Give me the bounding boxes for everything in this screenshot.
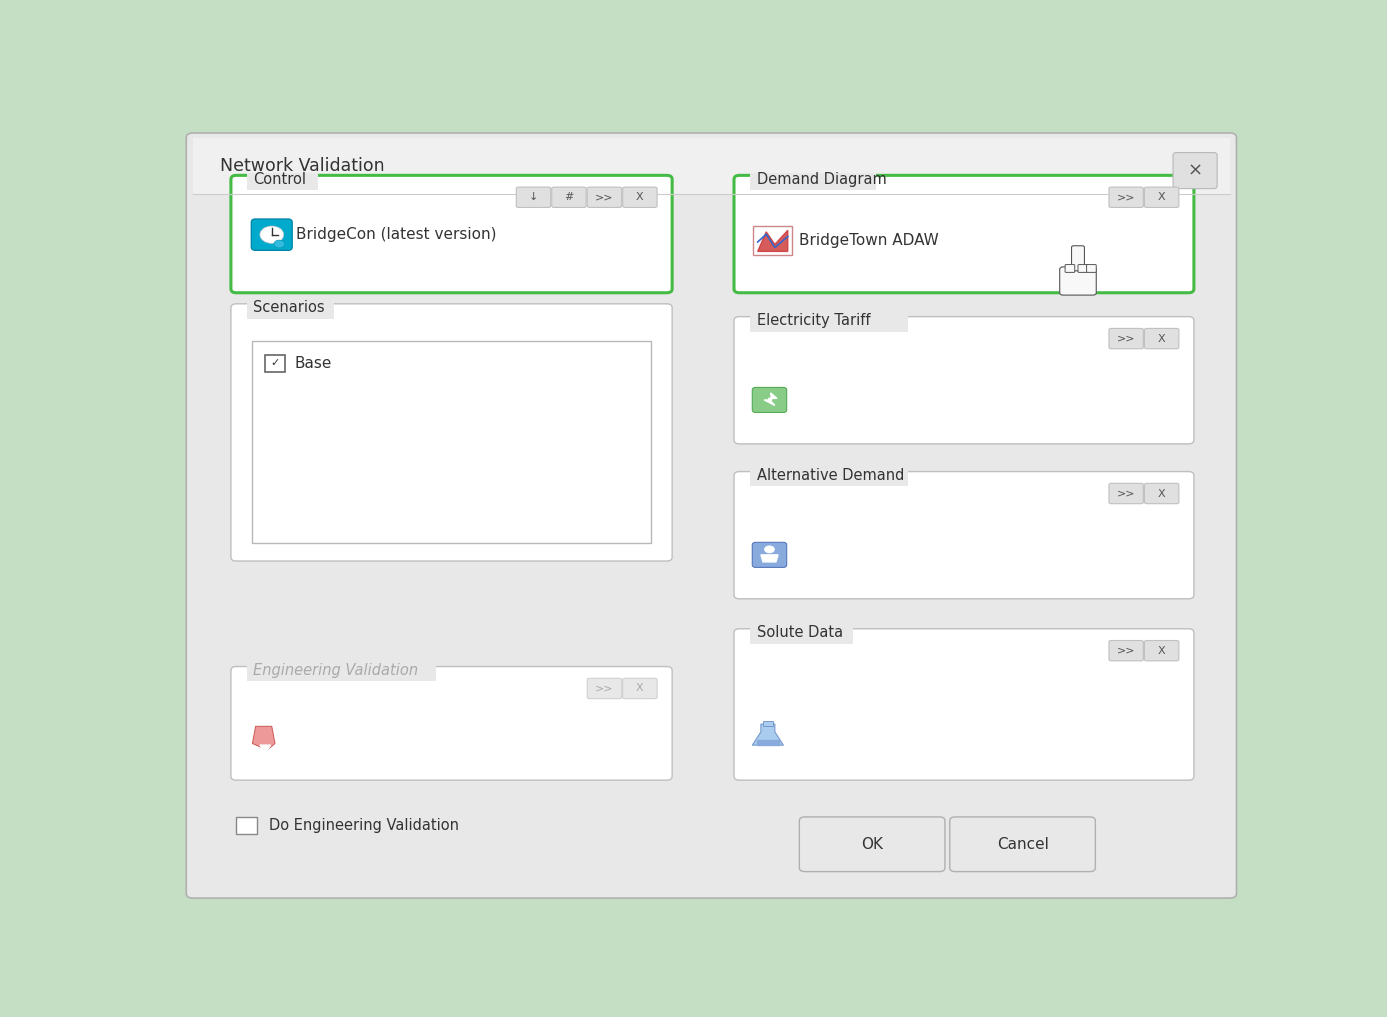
FancyBboxPatch shape <box>734 316 1194 443</box>
Circle shape <box>273 240 284 248</box>
FancyBboxPatch shape <box>1086 264 1096 273</box>
Text: Demand Diagram: Demand Diagram <box>756 172 886 187</box>
FancyBboxPatch shape <box>734 175 1194 293</box>
Text: Alternative Demand: Alternative Demand <box>756 468 904 483</box>
FancyBboxPatch shape <box>623 187 657 207</box>
Text: Solute Data: Solute Data <box>756 625 843 640</box>
Text: Do Engineering Validation: Do Engineering Validation <box>269 819 459 833</box>
Bar <box>750 173 877 190</box>
FancyBboxPatch shape <box>753 226 792 255</box>
Text: OK: OK <box>861 837 884 852</box>
Text: >>: >> <box>1117 192 1136 202</box>
Text: >>: >> <box>1117 488 1136 498</box>
FancyBboxPatch shape <box>752 387 786 413</box>
Bar <box>265 355 284 372</box>
Bar <box>247 173 318 190</box>
FancyBboxPatch shape <box>623 678 657 699</box>
Text: X: X <box>1158 334 1165 344</box>
Text: Network Validation: Network Validation <box>219 157 384 175</box>
Bar <box>236 818 257 834</box>
FancyBboxPatch shape <box>230 175 673 293</box>
Text: BridgeCon (latest version): BridgeCon (latest version) <box>297 227 497 242</box>
Bar <box>750 314 907 332</box>
FancyBboxPatch shape <box>799 817 945 872</box>
Bar <box>247 664 436 681</box>
FancyBboxPatch shape <box>1144 328 1179 349</box>
FancyBboxPatch shape <box>1065 264 1075 273</box>
Bar <box>193 137 1230 194</box>
Polygon shape <box>761 555 778 562</box>
FancyBboxPatch shape <box>1110 483 1143 503</box>
FancyBboxPatch shape <box>734 472 1194 599</box>
Text: X: X <box>637 192 644 202</box>
Polygon shape <box>752 724 784 745</box>
FancyBboxPatch shape <box>1144 483 1179 503</box>
Bar <box>247 301 334 318</box>
FancyBboxPatch shape <box>734 629 1194 780</box>
Text: Scenarios: Scenarios <box>254 300 325 315</box>
FancyBboxPatch shape <box>516 187 551 207</box>
Text: Base: Base <box>294 356 331 371</box>
FancyBboxPatch shape <box>1144 187 1179 207</box>
Text: X: X <box>637 683 644 694</box>
FancyBboxPatch shape <box>251 219 293 250</box>
Bar <box>763 721 773 725</box>
FancyBboxPatch shape <box>1110 187 1143 207</box>
Text: ✓: ✓ <box>270 358 280 368</box>
Circle shape <box>259 226 283 243</box>
Text: ×: × <box>1187 162 1203 180</box>
FancyBboxPatch shape <box>1110 641 1143 661</box>
Bar <box>750 469 907 486</box>
FancyBboxPatch shape <box>752 542 786 567</box>
Polygon shape <box>259 745 270 750</box>
FancyBboxPatch shape <box>950 817 1096 872</box>
FancyBboxPatch shape <box>1060 266 1096 295</box>
Text: Engineering Validation: Engineering Validation <box>254 663 419 678</box>
Text: BridgeTown ADAW: BridgeTown ADAW <box>799 233 938 248</box>
Text: Electricity Tariff: Electricity Tariff <box>756 313 870 328</box>
Text: >>: >> <box>595 683 613 694</box>
Text: >>: >> <box>1117 646 1136 656</box>
Text: >>: >> <box>1117 334 1136 344</box>
Bar <box>252 341 651 543</box>
FancyBboxPatch shape <box>587 678 621 699</box>
Polygon shape <box>757 230 788 251</box>
Polygon shape <box>252 726 275 750</box>
FancyBboxPatch shape <box>587 187 621 207</box>
Text: #: # <box>565 192 574 202</box>
Text: ↓: ↓ <box>528 192 538 202</box>
FancyBboxPatch shape <box>1078 264 1087 273</box>
Text: X: X <box>1158 192 1165 202</box>
FancyBboxPatch shape <box>1110 328 1143 349</box>
Text: X: X <box>1158 488 1165 498</box>
Text: Cancel: Cancel <box>997 837 1049 852</box>
FancyBboxPatch shape <box>230 304 673 561</box>
Text: >>: >> <box>595 192 613 202</box>
Circle shape <box>764 545 775 553</box>
Polygon shape <box>756 740 779 745</box>
Text: Control: Control <box>254 172 307 187</box>
Bar <box>750 626 853 644</box>
FancyBboxPatch shape <box>186 133 1236 898</box>
Polygon shape <box>764 393 777 406</box>
FancyBboxPatch shape <box>1072 246 1085 271</box>
FancyBboxPatch shape <box>1144 641 1179 661</box>
FancyBboxPatch shape <box>552 187 587 207</box>
FancyBboxPatch shape <box>230 666 673 780</box>
Text: X: X <box>1158 646 1165 656</box>
FancyBboxPatch shape <box>1173 153 1218 188</box>
